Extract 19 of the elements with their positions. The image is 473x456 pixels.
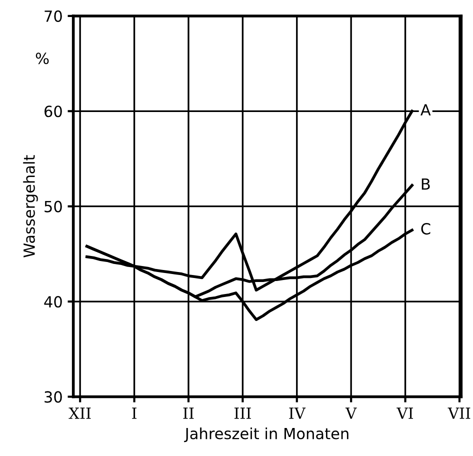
series-label: C <box>421 223 430 235</box>
y-tick-label: 50 <box>44 200 62 212</box>
y-tick-label: 40 <box>44 296 62 308</box>
text: % <box>36 52 49 64</box>
x-tick-label: IV <box>289 408 306 419</box>
x-tick-label: II <box>183 408 194 419</box>
x-tick-label: III <box>234 408 251 419</box>
x-axis-title: Jahreszeit in Monaten <box>184 427 348 442</box>
series-label: A <box>420 104 431 116</box>
x-tick-label: VII <box>448 408 470 419</box>
x-tick-label: VI <box>396 408 413 419</box>
y-axis-title: Wassergehalt <box>23 155 38 258</box>
y-tick-label: 70 <box>44 10 62 22</box>
y-tick-label: 60 <box>44 106 62 118</box>
x-tick-label: XII <box>68 408 91 419</box>
x-tick-label: I <box>132 408 136 419</box>
series-label: B <box>422 178 430 190</box>
x-tick-label: V <box>345 408 357 419</box>
y-tick-label: 30 <box>44 391 62 403</box>
